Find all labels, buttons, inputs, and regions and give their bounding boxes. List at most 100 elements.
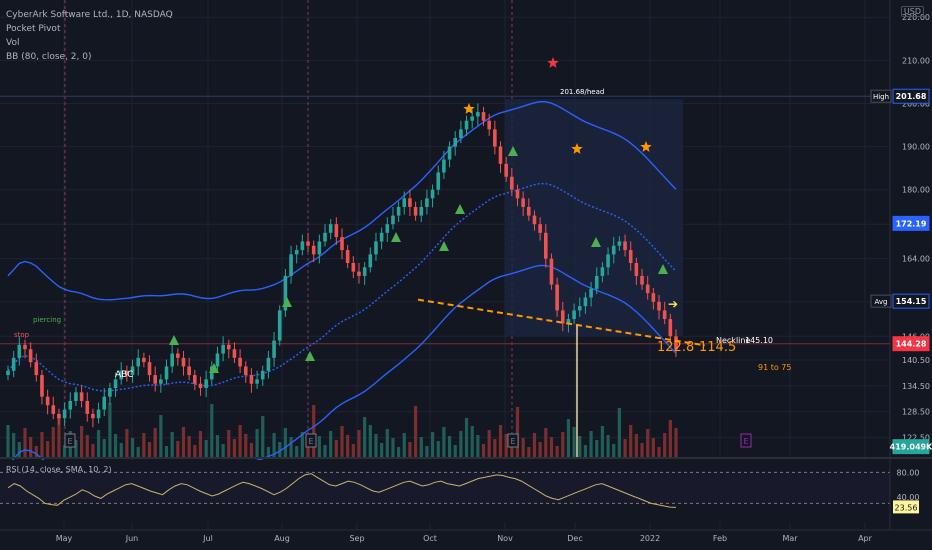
volume-bar bbox=[136, 447, 140, 457]
candle-body bbox=[164, 366, 169, 380]
candle-body bbox=[204, 379, 208, 389]
volume-bar bbox=[283, 428, 287, 457]
volume-bar bbox=[368, 425, 372, 457]
volume-bar bbox=[323, 445, 327, 457]
triangle-up-icon bbox=[508, 146, 518, 156]
candle-body bbox=[266, 357, 271, 371]
volume-bar bbox=[578, 436, 582, 457]
candle-body bbox=[113, 379, 118, 389]
candle-body bbox=[125, 370, 129, 376]
candle-body bbox=[623, 241, 627, 251]
x-tick-label: Aug bbox=[274, 534, 290, 543]
volume-bar bbox=[17, 442, 21, 457]
x-tick-label: May bbox=[56, 534, 73, 543]
candle-body bbox=[51, 405, 56, 414]
volume-bar bbox=[408, 442, 412, 457]
y-tick-label: 190.00 bbox=[902, 143, 930, 152]
candle-body bbox=[221, 344, 225, 354]
candle-body bbox=[459, 129, 463, 138]
candle-body bbox=[277, 310, 282, 341]
candle-body bbox=[464, 120, 469, 130]
candle-body bbox=[181, 357, 186, 367]
price-tag-value: 154.15 bbox=[896, 297, 927, 306]
volume-bar bbox=[227, 430, 231, 457]
currency-unit: USD bbox=[900, 6, 924, 17]
candle-body bbox=[340, 237, 344, 251]
x-tick-label: Sep bbox=[349, 534, 364, 543]
candle-body bbox=[260, 370, 265, 380]
y-tick-label: 122.50 bbox=[902, 434, 930, 443]
rsi-line bbox=[7, 473, 677, 508]
candle-body bbox=[91, 413, 95, 419]
candle-body bbox=[28, 349, 33, 363]
triangle-up-icon bbox=[305, 351, 315, 361]
volume-bar bbox=[589, 431, 593, 457]
price-tag-value: 144.28 bbox=[896, 340, 927, 349]
volume-bar bbox=[363, 417, 367, 457]
volume-bar bbox=[306, 441, 310, 457]
volume-bar bbox=[29, 437, 33, 457]
candle-body bbox=[532, 215, 537, 225]
candle-body bbox=[136, 357, 141, 367]
candle-body bbox=[560, 310, 565, 324]
candle-body bbox=[453, 137, 458, 147]
volume-bar bbox=[566, 419, 571, 457]
piercing-label: piercing bbox=[33, 316, 61, 324]
volume-bar bbox=[176, 441, 180, 457]
volume-bar bbox=[255, 429, 259, 457]
candle-body bbox=[555, 284, 559, 311]
volume-bar bbox=[193, 445, 197, 457]
candle-body bbox=[300, 241, 305, 251]
price-tag-caption-box bbox=[870, 89, 892, 103]
candle-body bbox=[249, 375, 254, 384]
candle-body bbox=[413, 206, 418, 216]
volume-bar bbox=[419, 437, 423, 457]
volume-bar bbox=[380, 443, 384, 457]
volume-bar bbox=[329, 431, 333, 457]
volume-bar bbox=[113, 434, 118, 457]
candle-body bbox=[498, 146, 503, 164]
price-tag-box bbox=[892, 215, 930, 231]
indicator-vol[interactable]: Vol bbox=[6, 38, 20, 48]
volume-bar bbox=[555, 446, 559, 457]
volume-bar bbox=[385, 429, 389, 457]
candle-body bbox=[572, 310, 576, 320]
price-tag-caption: Avg bbox=[875, 298, 888, 306]
candle-body bbox=[238, 357, 242, 367]
rsi-legend[interactable]: RSI (14, close, SMA, 10, 2) bbox=[6, 465, 112, 474]
candle-body bbox=[198, 383, 203, 389]
candle-body bbox=[374, 241, 378, 255]
candle-body bbox=[119, 370, 124, 380]
volume-bar bbox=[515, 407, 520, 457]
volume-bar bbox=[85, 435, 89, 457]
candle-body bbox=[334, 224, 339, 238]
volume-bar bbox=[425, 446, 429, 457]
volume-bar bbox=[476, 435, 480, 457]
candle-body bbox=[628, 250, 633, 263]
candle-body bbox=[142, 357, 146, 363]
candle-body bbox=[40, 375, 44, 397]
candle-body bbox=[662, 310, 667, 320]
candle-body bbox=[668, 319, 673, 337]
volume-bar bbox=[402, 433, 406, 457]
volume-bar bbox=[668, 420, 672, 457]
volume-bar bbox=[623, 439, 627, 457]
candle-body bbox=[651, 293, 656, 302]
indicator-pocket-pivot[interactable]: Pocket Pivot bbox=[6, 24, 61, 34]
y-tick-label: 200.00 bbox=[902, 99, 930, 108]
candle-body bbox=[130, 366, 135, 376]
volume-bar bbox=[498, 425, 503, 457]
volume-bar bbox=[221, 444, 225, 457]
symbol-title: CyberArk Software Ltd., 1D, NASDAQ bbox=[6, 10, 173, 20]
candle-body bbox=[193, 375, 197, 384]
volume-bar bbox=[125, 429, 129, 457]
volume-bar bbox=[487, 430, 491, 457]
volume-bar bbox=[430, 432, 435, 457]
y-tick-label: 128.50 bbox=[902, 408, 930, 417]
candle-body bbox=[17, 344, 22, 358]
indicator-bb[interactable]: BB (80, close, 2, 0) bbox=[6, 52, 92, 62]
candle-body bbox=[396, 206, 401, 216]
volume-bar bbox=[278, 442, 282, 457]
candle-body bbox=[566, 319, 571, 324]
candle-body bbox=[289, 254, 293, 276]
